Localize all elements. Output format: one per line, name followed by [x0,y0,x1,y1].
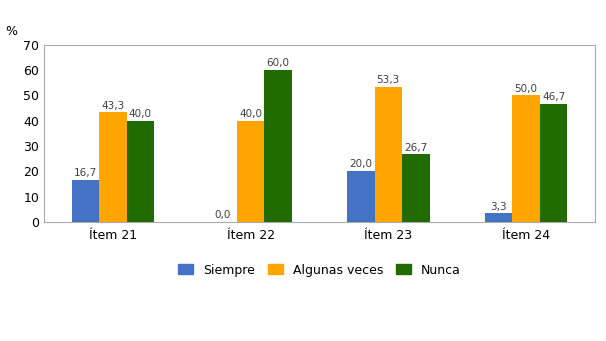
Text: 50,0: 50,0 [514,84,538,94]
Text: 26,7: 26,7 [404,143,427,152]
Bar [512,95,540,222]
Bar [375,87,402,222]
Text: 16,7: 16,7 [74,168,97,178]
Text: 60,0: 60,0 [267,58,290,68]
Text: 0,0: 0,0 [215,210,231,220]
Legend: Siempre, Algunas veces, Nunca: Siempre, Algunas veces, Nunca [175,260,464,280]
Text: 40,0: 40,0 [129,109,152,119]
Bar [237,121,264,222]
Bar [402,154,430,222]
Bar [347,171,375,222]
Text: 46,7: 46,7 [542,92,565,102]
Text: 40,0: 40,0 [239,109,262,119]
Text: 3,3: 3,3 [490,202,507,212]
Text: %: % [5,25,18,38]
Text: 43,3: 43,3 [101,101,124,110]
Bar [99,112,127,222]
Bar [485,213,512,222]
Bar [72,180,99,222]
Text: 20,0: 20,0 [349,160,372,169]
Text: 53,3: 53,3 [377,75,400,85]
Bar [264,70,292,222]
Bar [127,121,154,222]
Bar [540,104,567,222]
